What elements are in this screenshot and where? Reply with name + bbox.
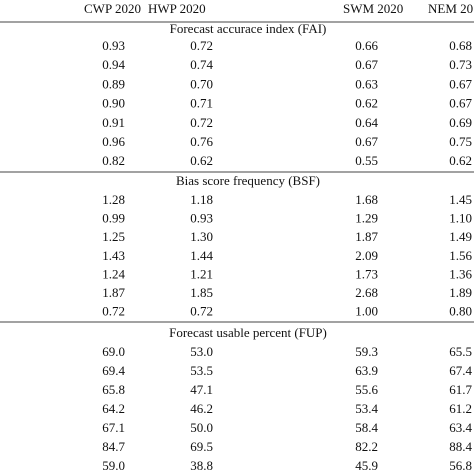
cell: 55.6: [355, 382, 378, 397]
cell: 1.45: [449, 192, 472, 207]
cell: 0.72: [190, 304, 213, 319]
section-title: Bias score frequency (BSF): [176, 173, 320, 188]
cell: 0.64: [355, 115, 378, 130]
cell: 0.68: [449, 38, 472, 53]
cell: 53.5: [190, 363, 213, 378]
cell: 0.63: [355, 76, 378, 91]
cell: 0.62: [190, 153, 213, 168]
cell: 69.5: [190, 439, 213, 454]
cell: 1.68: [355, 192, 378, 207]
cell: 47.1: [190, 382, 213, 397]
cell: 0.62: [355, 96, 378, 111]
cell: 0.96: [102, 134, 125, 149]
cell: 0.62: [449, 153, 472, 168]
cell: 1.25: [102, 229, 125, 244]
cell: 1.43: [102, 248, 125, 263]
column-header: NEM 20: [428, 1, 473, 16]
cell: 0.90: [102, 96, 125, 111]
cell: 0.75: [449, 134, 472, 149]
cell: 65.8: [102, 382, 125, 397]
cell: 1.49: [449, 229, 472, 244]
cell: 65.5: [449, 344, 472, 359]
cell: 1.36: [449, 266, 472, 281]
cell: 59.3: [355, 344, 378, 359]
cell: 61.7: [449, 382, 472, 397]
cell: 38.8: [190, 458, 213, 473]
cell: 1.44: [190, 248, 213, 263]
cell: 0.67: [449, 96, 472, 111]
column-header: CWP 2020: [84, 1, 141, 16]
cell: 56.8: [449, 458, 472, 473]
cell: 0.71: [190, 96, 213, 111]
cell: 0.55: [355, 153, 378, 168]
cell: 0.91: [102, 115, 125, 130]
cell: 61.2: [449, 401, 472, 416]
cell: 0.72: [102, 304, 125, 319]
cell: 64.2: [102, 401, 125, 416]
section-title: Forecast accurace index (FAI): [170, 21, 327, 36]
cell: 67.1: [102, 420, 125, 435]
cell: 1.73: [355, 266, 378, 281]
cell: 1.00: [355, 304, 378, 319]
cell: 0.67: [355, 134, 378, 149]
cell: 2.68: [355, 285, 378, 300]
cell: 0.93: [190, 211, 213, 226]
cell: 1.89: [449, 285, 472, 300]
cell: 0.99: [102, 211, 125, 226]
cell: 58.4: [355, 420, 378, 435]
cell: 0.74: [190, 57, 213, 72]
cell: 0.93: [102, 38, 125, 53]
section-title: Forecast usable percent (FUP): [169, 325, 327, 340]
cell: 0.89: [102, 76, 125, 91]
cell: 0.72: [190, 115, 213, 130]
cell: 84.7: [102, 439, 125, 454]
cell: 82.2: [355, 439, 378, 454]
cell: 1.85: [190, 285, 213, 300]
cell: 46.2: [190, 401, 213, 416]
cell: 59.0: [102, 458, 125, 473]
cell: 0.94: [102, 57, 125, 72]
cell: 0.72: [190, 38, 213, 53]
cell: 0.73: [449, 57, 472, 72]
cell: 1.10: [449, 211, 472, 226]
cell: 1.56: [449, 248, 472, 263]
cell: 63.9: [355, 363, 378, 378]
cell: 2.09: [355, 248, 378, 263]
cell: 69.4: [102, 363, 125, 378]
cell: 1.30: [190, 229, 213, 244]
cell: 53.0: [190, 344, 213, 359]
cell: 1.28: [102, 192, 125, 207]
cell: 0.67: [449, 76, 472, 91]
cell: 69.0: [102, 344, 125, 359]
cell: 1.29: [355, 211, 378, 226]
cell: 0.82: [102, 153, 125, 168]
cell: 1.87: [355, 229, 378, 244]
cell: 0.67: [355, 57, 378, 72]
cell: 63.4: [449, 420, 472, 435]
cell: 67.4: [449, 363, 472, 378]
cell: 0.66: [355, 38, 378, 53]
cell: 45.9: [355, 458, 378, 473]
cell: 1.87: [102, 285, 125, 300]
cell: 1.24: [102, 266, 125, 281]
cell: 0.69: [449, 115, 472, 130]
cell: 1.21: [190, 266, 213, 281]
cell: 0.80: [449, 304, 472, 319]
cell: 1.18: [190, 192, 213, 207]
column-header: SWM 2020: [343, 1, 403, 16]
cell: 50.0: [190, 420, 213, 435]
cell: 0.76: [190, 134, 213, 149]
cell: 88.4: [449, 439, 472, 454]
cell: 53.4: [355, 401, 378, 416]
cell: 0.70: [190, 76, 213, 91]
column-header: HWP 2020: [148, 1, 206, 16]
